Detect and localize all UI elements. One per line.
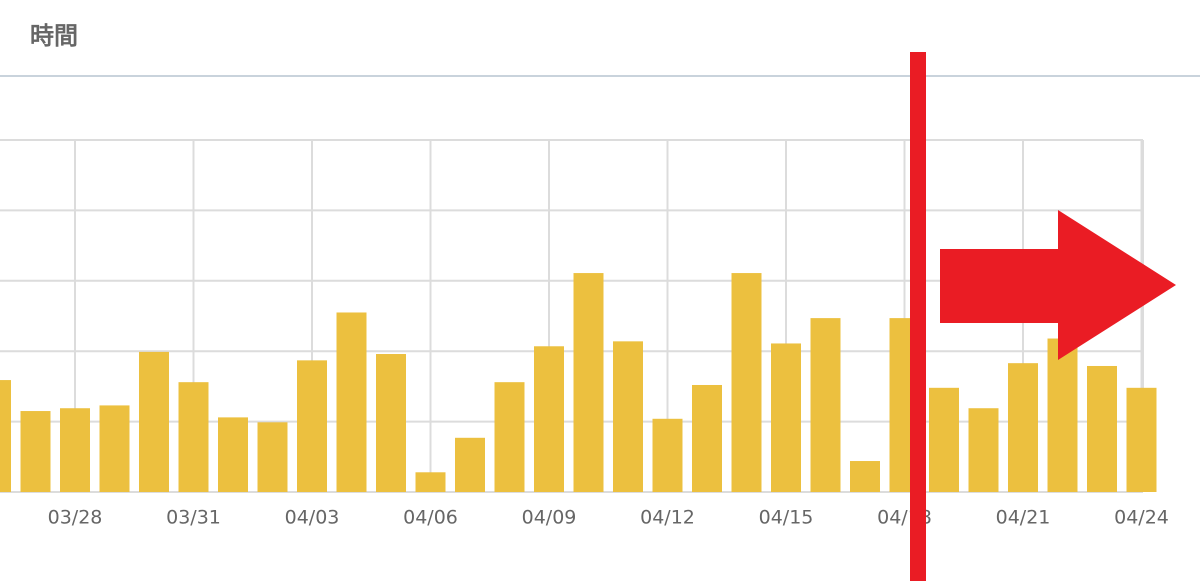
bar [99, 405, 130, 492]
bar [1126, 387, 1157, 492]
bar [1087, 365, 1117, 492]
bar [139, 351, 169, 492]
bar [929, 387, 959, 492]
x-tick-label: 04/03 [285, 507, 340, 529]
plot: 03/28 03/31 04/03 04/06 04/09 04/12 04/15 04/18… [0, 139, 1169, 529]
bar [1047, 338, 1078, 492]
bar [218, 417, 248, 492]
marker-line [910, 52, 926, 581]
bar [257, 422, 288, 492]
x-tick-label: 04/09 [522, 507, 577, 529]
bar [810, 318, 841, 492]
bar [0, 380, 11, 492]
bar [415, 472, 446, 492]
bar [376, 354, 406, 492]
x-tick-label: 04/15 [759, 507, 814, 529]
bar [771, 343, 801, 492]
bar [60, 408, 90, 492]
x-tick-label: 04/24 [1114, 507, 1169, 529]
bar [731, 273, 762, 492]
x-tick-label: 04/06 [403, 507, 458, 529]
bar [494, 382, 525, 492]
bar [692, 384, 722, 492]
bar [968, 408, 999, 492]
bar [455, 437, 485, 492]
bar [1008, 363, 1038, 492]
x-tick-label: 03/31 [166, 507, 221, 529]
bar [178, 382, 209, 492]
bar [652, 418, 683, 492]
arrow [940, 210, 1176, 360]
x-tick-label: 04/12 [640, 507, 695, 529]
chart-title: 時間 [30, 22, 78, 50]
bar [297, 360, 327, 492]
x-tick-label: 04/21 [996, 507, 1051, 529]
bar [20, 411, 51, 492]
bar [573, 273, 604, 492]
x-tick-label: 03/28 [48, 507, 103, 529]
bar [613, 341, 643, 492]
bar [850, 461, 880, 492]
bar [336, 312, 367, 492]
bar [534, 346, 564, 492]
